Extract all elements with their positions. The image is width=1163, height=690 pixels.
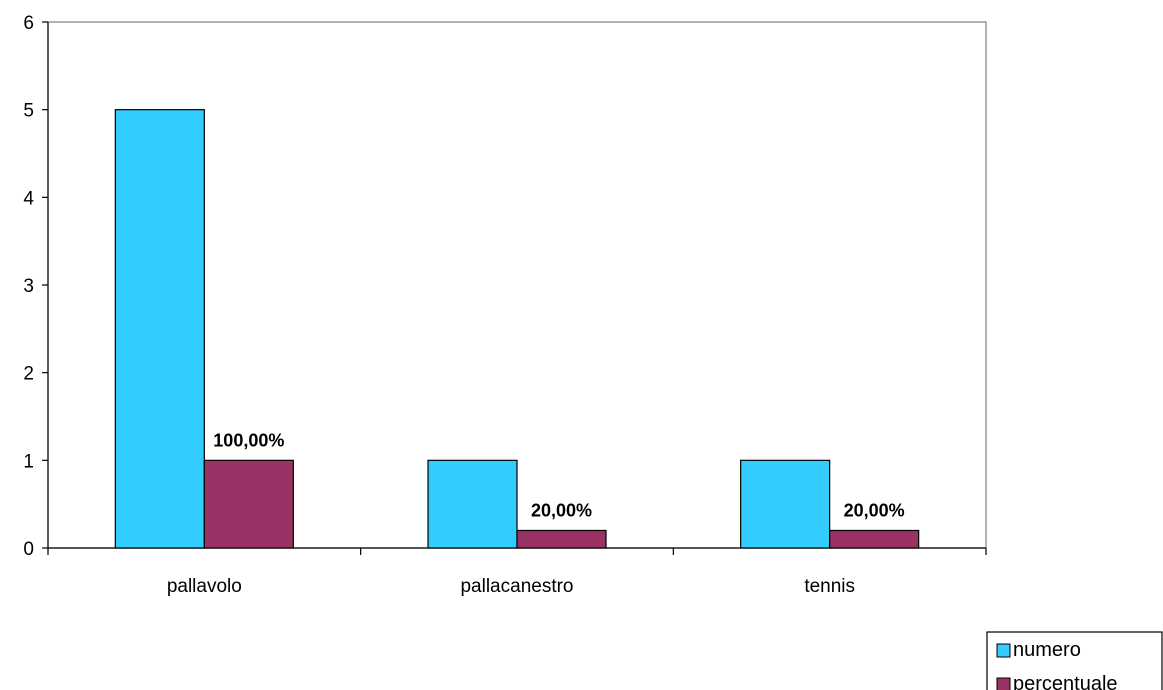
legend-swatch-percentuale	[996, 677, 1011, 690]
bar-data-label: 20,00%	[531, 500, 592, 520]
x-category-label: pallacanestro	[460, 576, 573, 597]
bar-percentuale	[829, 529, 920, 549]
legend-label-percentuale: percentuale	[1013, 673, 1118, 690]
y-tick-label: 4	[23, 188, 34, 209]
data-labels: 100,00% 20,00% 20,00%	[213, 430, 904, 520]
bar-numero	[114, 109, 205, 549]
y-tick-label: 0	[23, 539, 34, 560]
y-tick-label: 2	[23, 364, 34, 385]
y-tick-label: 3	[23, 276, 34, 297]
y-tick-label: 6	[23, 13, 34, 34]
legend: numero percentuale	[986, 631, 1163, 690]
bar-numero	[427, 459, 518, 549]
bar-percentuale	[516, 529, 607, 549]
bar-data-label: 20,00%	[844, 500, 905, 520]
x-category-label: pallavolo	[167, 576, 242, 597]
y-axis: 0 1 2 3 4 5 6	[23, 13, 49, 560]
y-tick-label: 5	[23, 101, 34, 122]
bar-percentuale	[203, 459, 294, 549]
legend-label-numero: numero	[1013, 639, 1081, 661]
bars	[114, 109, 920, 549]
bar-data-label: 100,00%	[213, 430, 284, 450]
y-tick-label: 1	[23, 451, 34, 472]
x-category-label: tennis	[804, 576, 855, 597]
bar-numero	[740, 459, 831, 549]
legend-swatch-numero	[996, 643, 1011, 658]
legend-box	[986, 631, 1163, 690]
x-axis: pallavolo pallacanestro tennis	[47, 547, 987, 597]
